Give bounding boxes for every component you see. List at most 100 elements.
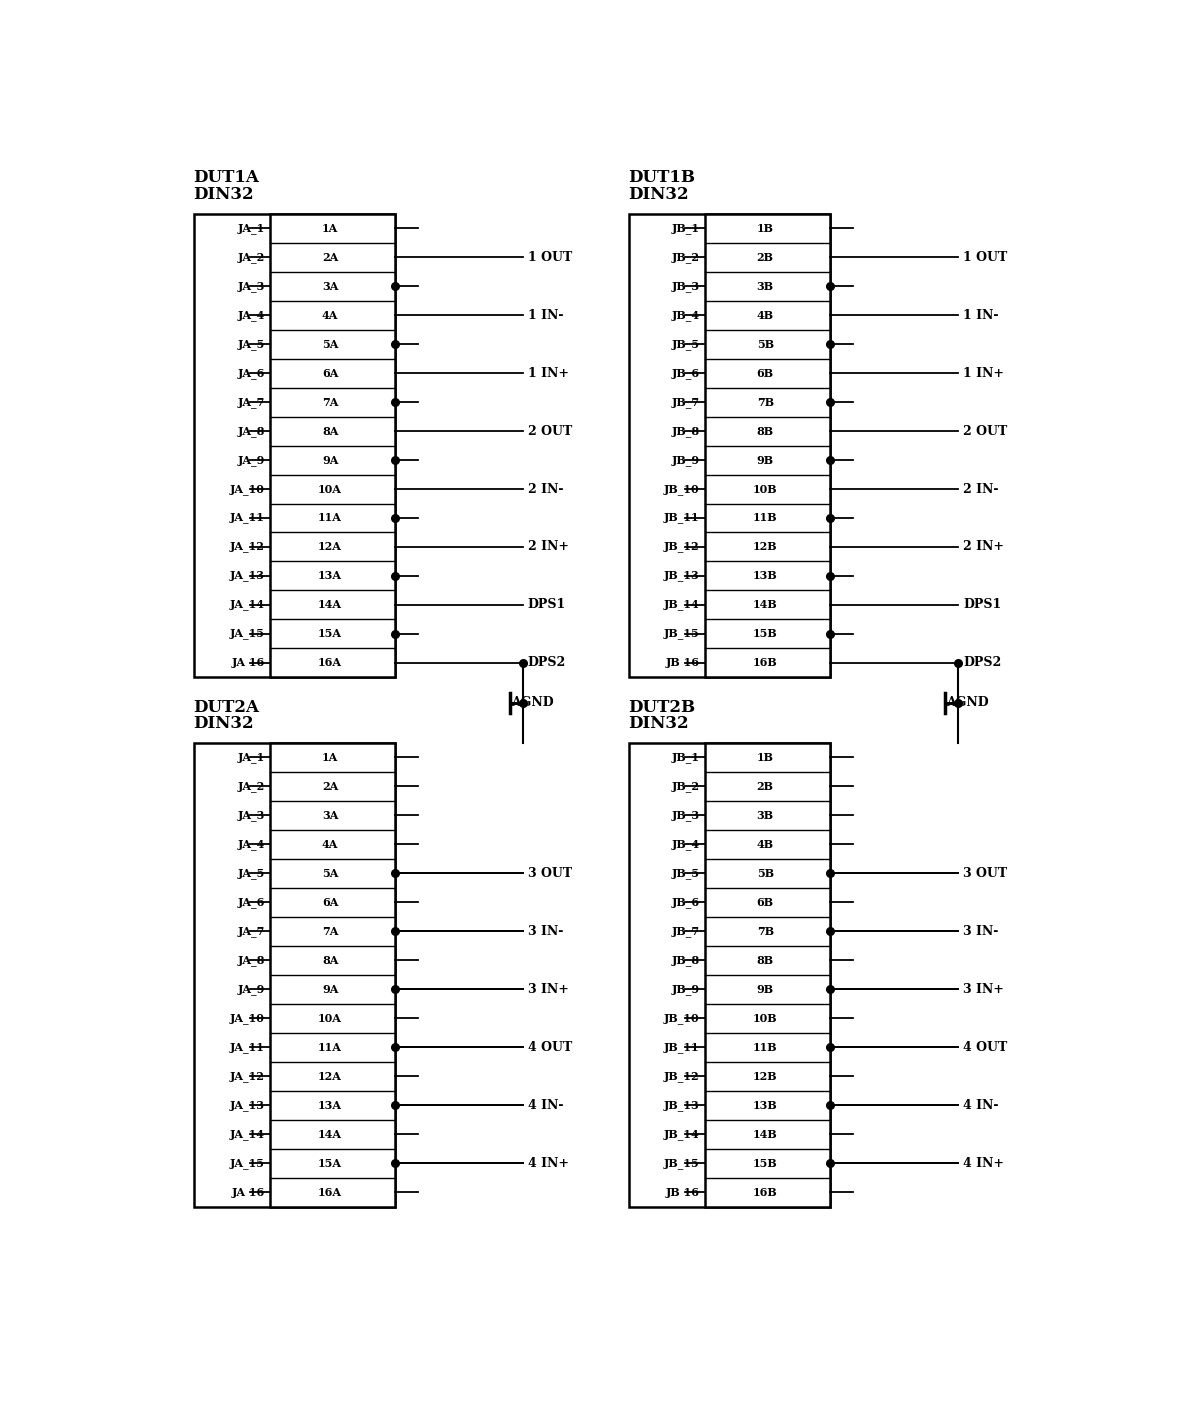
Text: JA_4: JA_4: [238, 839, 265, 850]
Text: 11B: 11B: [753, 1041, 778, 1053]
Text: 13B: 13B: [753, 1100, 778, 1111]
Text: JB_15: JB_15: [664, 628, 700, 639]
Text: JB_11: JB_11: [664, 513, 700, 523]
Text: 9B: 9B: [756, 983, 774, 995]
Text: JB_6: JB_6: [671, 367, 700, 378]
Text: 12A: 12A: [318, 1071, 342, 1081]
Text: 1 IN-: 1 IN-: [528, 309, 564, 322]
Text: 5A: 5A: [322, 339, 338, 350]
Text: DIN32: DIN32: [629, 716, 689, 733]
Text: 6A: 6A: [322, 897, 338, 908]
Text: JA_1: JA_1: [238, 222, 265, 234]
Text: 15A: 15A: [318, 1158, 342, 1169]
Text: 1 IN+: 1 IN+: [963, 367, 1004, 380]
Text: 10A: 10A: [318, 483, 342, 495]
Text: 1B: 1B: [756, 222, 774, 234]
Text: JA_5: JA_5: [238, 339, 265, 350]
Text: 3B: 3B: [756, 281, 774, 292]
Text: JA_7: JA_7: [238, 925, 265, 937]
Text: JB_3: JB_3: [671, 281, 700, 292]
Text: 12B: 12B: [753, 541, 778, 553]
Text: DPS1: DPS1: [528, 598, 566, 612]
Text: 10B: 10B: [753, 1013, 778, 1023]
Text: JA_11: JA_11: [229, 1041, 265, 1053]
Text: JA_3: JA_3: [238, 281, 265, 292]
Text: 3A: 3A: [322, 811, 338, 820]
Text: JA_15: JA_15: [229, 628, 265, 639]
Text: 5B: 5B: [756, 867, 774, 879]
Text: 16B: 16B: [753, 657, 778, 669]
Text: 11A: 11A: [318, 513, 342, 523]
Bar: [194, 214, 395, 677]
Text: 10A: 10A: [318, 1013, 342, 1023]
Text: 1 OUT: 1 OUT: [963, 251, 1007, 264]
Text: JB_1: JB_1: [671, 222, 700, 234]
Text: 4B: 4B: [756, 839, 774, 850]
Text: 3A: 3A: [322, 281, 338, 292]
Text: JA_10: JA_10: [229, 483, 265, 495]
Text: JB_10: JB_10: [664, 1013, 700, 1023]
Text: 4 OUT: 4 OUT: [963, 1040, 1007, 1054]
Text: 12A: 12A: [318, 541, 342, 553]
Text: 14A: 14A: [318, 599, 342, 611]
Text: 15B: 15B: [753, 1158, 778, 1169]
Text: 6B: 6B: [756, 897, 774, 908]
Text: JB_12: JB_12: [664, 541, 700, 553]
Text: JB_13: JB_13: [664, 1100, 700, 1111]
Text: 2 IN-: 2 IN-: [963, 483, 999, 496]
Text: JA_2: JA_2: [238, 781, 265, 792]
Text: JB_8: JB_8: [671, 425, 700, 436]
Text: JA_10: JA_10: [229, 1013, 265, 1023]
Text: JA 16: JA 16: [232, 657, 265, 669]
Text: JB 16: JB 16: [665, 657, 700, 669]
Text: 3B: 3B: [756, 811, 774, 820]
Text: 2A: 2A: [322, 252, 338, 262]
Bar: [194, 743, 395, 1207]
Text: 4 IN+: 4 IN+: [963, 1156, 1004, 1169]
Text: 3 IN+: 3 IN+: [528, 983, 569, 996]
Text: 3 IN-: 3 IN-: [963, 925, 999, 938]
Text: JA_1: JA_1: [238, 752, 265, 762]
Text: JB 16: JB 16: [665, 1186, 700, 1197]
Text: JB_4: JB_4: [671, 310, 700, 320]
Text: JB_12: JB_12: [664, 1071, 700, 1081]
Text: JB_8: JB_8: [671, 955, 700, 966]
Text: JB_9: JB_9: [671, 983, 700, 995]
Text: 7A: 7A: [322, 397, 338, 408]
Text: JA_14: JA_14: [229, 1128, 265, 1139]
Text: JB_10: JB_10: [664, 483, 700, 495]
Bar: [629, 743, 830, 1207]
Bar: [629, 214, 830, 677]
Text: 8B: 8B: [756, 955, 774, 966]
Text: JA_7: JA_7: [238, 397, 265, 408]
Text: JA_2: JA_2: [238, 252, 265, 262]
Text: JA_5: JA_5: [238, 867, 265, 879]
Text: JB_6: JB_6: [671, 897, 700, 908]
Text: 3 IN-: 3 IN-: [528, 925, 564, 938]
Text: 4A: 4A: [322, 839, 338, 850]
Text: DIN32: DIN32: [629, 186, 689, 203]
Bar: [706, 214, 830, 677]
Text: 15A: 15A: [318, 628, 342, 639]
Text: DUT2B: DUT2B: [629, 699, 696, 716]
Text: 9B: 9B: [756, 455, 774, 466]
Text: 16A: 16A: [318, 1186, 342, 1197]
Text: JB_11: JB_11: [664, 1041, 700, 1053]
Text: 9A: 9A: [322, 455, 338, 466]
Text: JA_14: JA_14: [229, 599, 265, 611]
Text: JA_12: JA_12: [229, 1071, 265, 1081]
Text: JB_4: JB_4: [671, 839, 700, 850]
Text: JA_9: JA_9: [238, 455, 265, 466]
Text: JB_13: JB_13: [664, 571, 700, 581]
Text: JA_6: JA_6: [238, 367, 265, 378]
Text: 2 IN+: 2 IN+: [963, 540, 1004, 554]
Text: JA_8: JA_8: [238, 425, 265, 436]
Text: JB_3: JB_3: [671, 811, 700, 820]
Text: AGND: AGND: [947, 696, 989, 710]
Text: 10B: 10B: [753, 483, 778, 495]
Text: JA_15: JA_15: [229, 1158, 265, 1169]
Text: 4 IN+: 4 IN+: [528, 1156, 569, 1169]
Text: JA 16: JA 16: [232, 1186, 265, 1197]
Text: DUT2A: DUT2A: [194, 699, 260, 716]
Text: 5A: 5A: [322, 867, 338, 879]
